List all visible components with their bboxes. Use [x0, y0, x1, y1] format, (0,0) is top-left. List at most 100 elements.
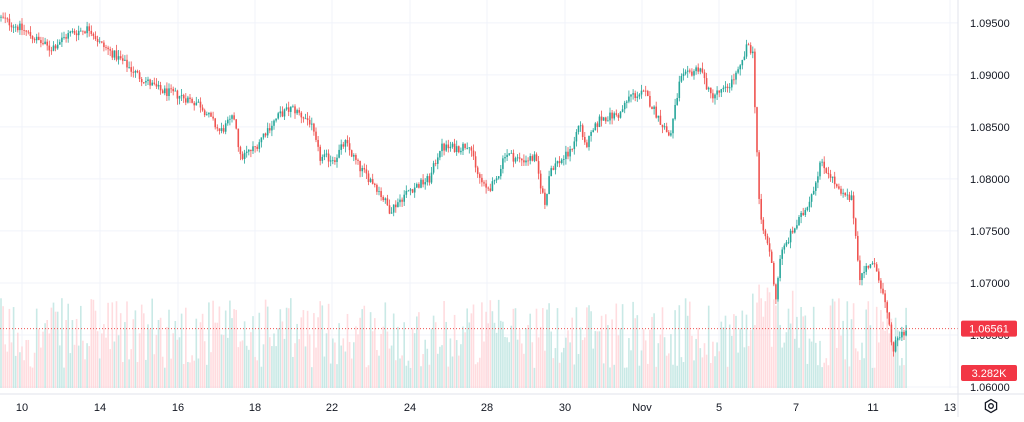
candle-body [201, 107, 204, 111]
volume-bar [201, 313, 204, 388]
volume-bar [550, 331, 552, 388]
candle-body [69, 31, 72, 34]
volume-bar [71, 320, 74, 388]
volume-bar [693, 360, 695, 388]
candle-body [497, 176, 500, 179]
volume-bar [638, 365, 641, 388]
candle-body [831, 176, 834, 178]
candle-body [437, 157, 439, 164]
volume-bar [138, 333, 141, 388]
candle-body [210, 112, 212, 117]
candle-body [107, 47, 109, 50]
volume-bar [613, 364, 615, 388]
candle-body [17, 26, 19, 31]
volume-bar [680, 357, 683, 388]
candle-body [92, 33, 95, 36]
volume-bar [701, 357, 704, 388]
candle-body [468, 147, 471, 149]
candle-body [674, 104, 676, 119]
candle-body [384, 198, 387, 201]
volume-bar [745, 314, 748, 388]
candle-body [140, 79, 143, 83]
volume-bar [836, 347, 838, 388]
volume-bar [565, 337, 567, 388]
candle-body [355, 155, 357, 160]
candle-body [357, 159, 359, 161]
candle-body [598, 116, 601, 127]
volume-bar [890, 318, 893, 388]
candle-body [180, 95, 183, 97]
volume-bar [726, 366, 729, 388]
volume-bar [623, 367, 626, 388]
candle-body [96, 38, 99, 42]
volume-bar [103, 324, 105, 388]
candle-body [615, 113, 618, 115]
volume-bar [403, 322, 405, 388]
volume-bar [607, 325, 609, 388]
candle-body [105, 47, 107, 48]
candle-body [642, 90, 645, 92]
volume-bar [665, 355, 668, 388]
candle-body [903, 331, 905, 336]
candle-body [611, 112, 613, 119]
candle-body [277, 113, 279, 119]
candle-body [29, 31, 32, 37]
candle-body [422, 179, 424, 185]
candle-body [254, 146, 256, 148]
candle-body [418, 184, 420, 188]
candle-body [626, 101, 628, 103]
volume-bar [86, 343, 88, 388]
volume-bar [443, 301, 445, 388]
candle-body [495, 178, 498, 181]
candle-body [390, 212, 393, 214]
candle-body [783, 245, 786, 250]
candle-body [533, 154, 536, 161]
volume-bar [317, 317, 319, 388]
candle-body [54, 45, 57, 49]
candle-body [590, 131, 592, 136]
candle-body [353, 155, 355, 157]
volume-bar [531, 342, 534, 388]
volume-bar [220, 334, 223, 388]
candle-body [737, 69, 739, 73]
candle-body [829, 174, 832, 178]
volume-bar [636, 315, 639, 388]
candle-body [634, 93, 636, 98]
volume-bar [676, 365, 678, 388]
volume-bar [300, 317, 303, 388]
volume-bar [567, 330, 569, 388]
volume-bar [155, 334, 158, 388]
candle-body [275, 118, 277, 121]
volume-bar [474, 364, 477, 388]
candle-body [905, 330, 907, 336]
volume-bar [575, 307, 578, 388]
candle-body [27, 31, 30, 33]
volume-bar [420, 366, 422, 388]
candle-body [754, 51, 756, 108]
candle-body [170, 88, 172, 90]
volume-bar [344, 351, 347, 388]
candle-body [166, 88, 168, 97]
volume-bar [743, 347, 746, 388]
candle-body [785, 242, 788, 246]
candle-body [773, 263, 775, 285]
candle-body [560, 159, 563, 164]
candle-body [33, 39, 36, 41]
volume-bar [479, 357, 481, 388]
volume-bar [886, 309, 888, 388]
candle-body [869, 264, 872, 268]
candle-body [871, 263, 874, 265]
settings-gear-icon[interactable] [982, 397, 1000, 415]
candle-body [75, 33, 78, 36]
candle-body [109, 49, 111, 51]
candle-body [493, 180, 496, 182]
volume-bar [724, 315, 727, 388]
volume-bar [752, 293, 754, 388]
volume-bar [256, 360, 258, 388]
price-tick-label: 1.07500 [970, 226, 1010, 238]
candle-body [644, 90, 647, 92]
candle-body [174, 90, 177, 92]
candle-body [445, 144, 447, 151]
